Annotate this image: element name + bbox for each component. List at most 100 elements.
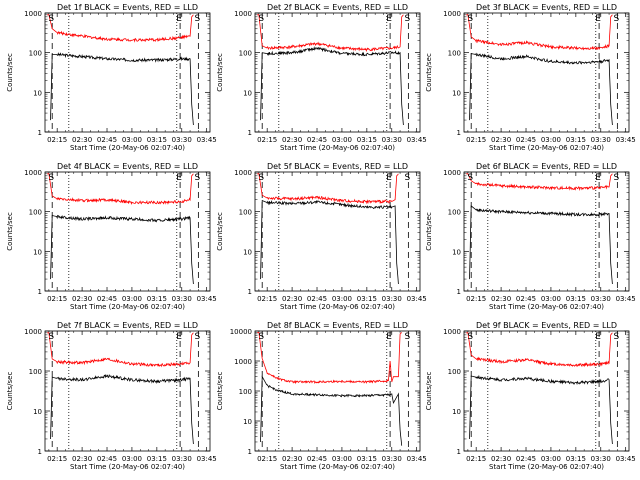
events-series-line — [469, 52, 613, 126]
y-axis-label: Counts/sec — [216, 372, 224, 411]
x-tick-label: 02:30 — [282, 136, 302, 144]
x-axis-label: Start Time (20-May-06 02:07:40) — [280, 144, 395, 152]
events-series-line — [50, 52, 194, 126]
events-series-line — [469, 205, 613, 285]
y-tick-label: 1 — [248, 448, 252, 456]
x-tick-label: 03:45 — [407, 455, 427, 463]
x-tick-label: 02:45 — [307, 136, 327, 144]
start-marker-label: S — [614, 173, 620, 183]
y-axis-label: Counts/sec — [6, 372, 14, 411]
y-tick-label: 10000 — [230, 328, 252, 336]
x-tick-label: 03:30 — [172, 455, 192, 463]
x-tick-label: 02:15 — [466, 295, 486, 303]
x-tick-label: 03:00 — [122, 455, 142, 463]
x-tick-label: 03:45 — [197, 295, 217, 303]
end-marker-label: E — [386, 173, 392, 183]
detector-panel: Det 8f BLACK = Events, RED = LLD Counts/s… — [216, 321, 427, 471]
start-marker-label: S — [614, 14, 620, 24]
x-tick-label: 03:00 — [541, 136, 561, 144]
x-tick-label: 02:45 — [516, 295, 536, 303]
lld-series-line — [466, 332, 613, 368]
x-tick-label: 02:15 — [257, 295, 277, 303]
detector-panel: Det 9f BLACK = Events, RED = LLD Counts/s… — [425, 321, 636, 471]
y-axis-label: Counts/sec — [6, 53, 14, 92]
x-tick-label: 03:00 — [541, 455, 561, 463]
x-tick-label: 02:30 — [491, 455, 511, 463]
x-tick-label: 03:15 — [357, 295, 377, 303]
x-tick-label: 03:15 — [566, 295, 586, 303]
detector-panel: Det 5f BLACK = Events, RED = LLD Counts/s… — [216, 162, 427, 311]
start-marker-label: S — [195, 173, 201, 183]
y-tick-label: 100 — [29, 368, 42, 376]
x-axis-label: Start Time (20-May-06 02:07:40) — [70, 463, 185, 471]
x-tick-label: 02:15 — [257, 455, 277, 463]
plot-frame — [463, 330, 630, 452]
x-tick-label: 03:45 — [616, 136, 636, 144]
x-tick-label: 03:00 — [541, 295, 561, 303]
y-tick-label: 100 — [29, 50, 42, 58]
x-axis-label: Start Time (20-May-06 02:07:40) — [70, 303, 185, 311]
panel-title: Det 5f BLACK = Events, RED = LLD — [267, 162, 408, 171]
y-tick-label: 100 — [29, 209, 42, 217]
end-marker-label: E — [176, 173, 182, 183]
start-marker-label: S — [467, 14, 473, 24]
x-tick-label: 03:30 — [382, 295, 402, 303]
plot-frame — [463, 12, 630, 133]
x-tick-label: 02:45 — [516, 455, 536, 463]
start-marker-label: S — [467, 332, 473, 342]
start-marker-label: S — [48, 332, 54, 342]
y-tick-label: 10 — [452, 408, 461, 416]
x-axis-label: Start Time (20-May-06 02:07:40) — [70, 144, 185, 152]
lld-series-line — [47, 14, 194, 43]
y-tick-label: 1000 — [24, 169, 42, 177]
detector-panel: Det 6f BLACK = Events, RED = LLD Counts/s… — [425, 162, 636, 311]
y-axis-label: Counts/sec — [6, 212, 14, 251]
x-tick-label: 03:30 — [591, 455, 611, 463]
x-tick-label: 03:45 — [197, 136, 217, 144]
end-marker-label: E — [595, 332, 601, 342]
y-tick-label: 1 — [457, 288, 461, 296]
x-tick-label: 03:45 — [407, 295, 427, 303]
x-tick-label: 03:30 — [172, 295, 192, 303]
panel-title: Det 7f BLACK = Events, RED = LLD — [57, 321, 198, 330]
y-tick-label: 1 — [38, 288, 42, 296]
y-tick-label: 10 — [33, 248, 42, 256]
y-axis-label: Counts/sec — [425, 212, 433, 251]
y-tick-label: 1000 — [443, 10, 461, 18]
y-tick-label: 100 — [239, 388, 252, 396]
start-marker-label: S — [195, 332, 201, 342]
x-axis-label: Start Time (20-May-06 02:07:40) — [489, 463, 604, 471]
x-tick-label: 02:45 — [516, 136, 536, 144]
y-axis-label: Counts/sec — [425, 372, 433, 411]
x-tick-label: 03:00 — [332, 295, 352, 303]
panel-title: Det 2f BLACK = Events, RED = LLD — [267, 3, 408, 12]
events-series-line — [50, 373, 194, 445]
y-tick-label: 1000 — [234, 358, 252, 366]
panel-title: Det 6f BLACK = Events, RED = LLD — [476, 162, 617, 171]
detector-panel: Det 1f BLACK = Events, RED = LLD Counts/s… — [6, 3, 217, 152]
events-series-line — [469, 374, 613, 445]
y-tick-label: 1000 — [234, 169, 252, 177]
x-tick-label: 02:45 — [97, 136, 117, 144]
y-tick-label: 10 — [243, 89, 252, 97]
start-marker-label: S — [48, 173, 54, 183]
y-tick-label: 1000 — [24, 10, 42, 18]
x-tick-label: 03:30 — [382, 136, 402, 144]
start-marker-label: S — [405, 332, 411, 342]
plot-frame — [44, 12, 211, 133]
x-tick-label: 02:30 — [72, 295, 92, 303]
x-tick-label: 03:00 — [332, 136, 352, 144]
x-tick-label: 02:45 — [307, 295, 327, 303]
x-tick-label: 03:15 — [566, 455, 586, 463]
plot-frame — [254, 12, 421, 133]
y-axis-label: Counts/sec — [216, 53, 224, 92]
x-tick-label: 03:30 — [172, 136, 192, 144]
x-tick-label: 03:45 — [197, 455, 217, 463]
y-tick-label: 100 — [448, 368, 461, 376]
panel-title: Det 8f BLACK = Events, RED = LLD — [267, 321, 408, 330]
plot-frame — [44, 330, 211, 452]
y-tick-label: 1 — [38, 448, 42, 456]
x-tick-label: 02:15 — [47, 136, 67, 144]
y-tick-label: 1 — [248, 288, 252, 296]
